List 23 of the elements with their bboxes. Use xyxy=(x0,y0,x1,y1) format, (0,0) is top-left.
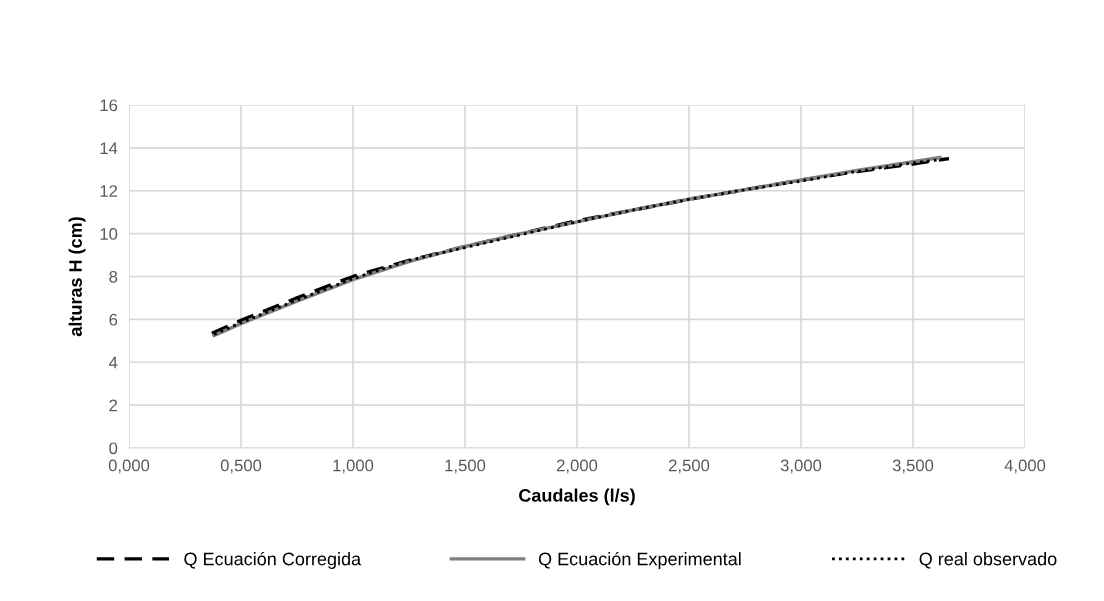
legend-label: Q Ecuación Corregida xyxy=(184,551,362,569)
y-tick-label: 6 xyxy=(109,313,118,326)
x-tick-label: 2,500 xyxy=(668,459,710,474)
y-tick-label: 12 xyxy=(100,185,118,197)
x-tick-label: 2,000 xyxy=(556,459,598,474)
legend-label: Q real observado xyxy=(919,552,1057,569)
y-tick-label: 16 xyxy=(100,99,118,112)
legend-label: Q Ecuación Experimental xyxy=(538,551,741,569)
y-tick-label: 14 xyxy=(100,142,118,154)
x-tick-label: 4,000 xyxy=(1004,459,1046,474)
x-tick-label: 3,500 xyxy=(892,459,934,474)
y-tick-label: 10 xyxy=(100,228,118,240)
x-tick-label: 1,500 xyxy=(445,459,486,474)
x-tick-label: 3,000 xyxy=(780,459,822,474)
x-tick-label: 0,500 xyxy=(220,459,262,474)
x-tick-label: 0,000 xyxy=(108,459,150,474)
y-tick-label: 8 xyxy=(109,270,118,283)
x-axis-title: Caudales (l/s) xyxy=(519,488,635,506)
x-tick-label: 1,000 xyxy=(333,459,374,474)
y-axis-title: alturas H (cm) xyxy=(68,217,86,337)
y-tick-label: 4 xyxy=(109,356,118,369)
y-tick-label: 0 xyxy=(109,442,118,455)
y-tick-label: 2 xyxy=(109,399,118,412)
